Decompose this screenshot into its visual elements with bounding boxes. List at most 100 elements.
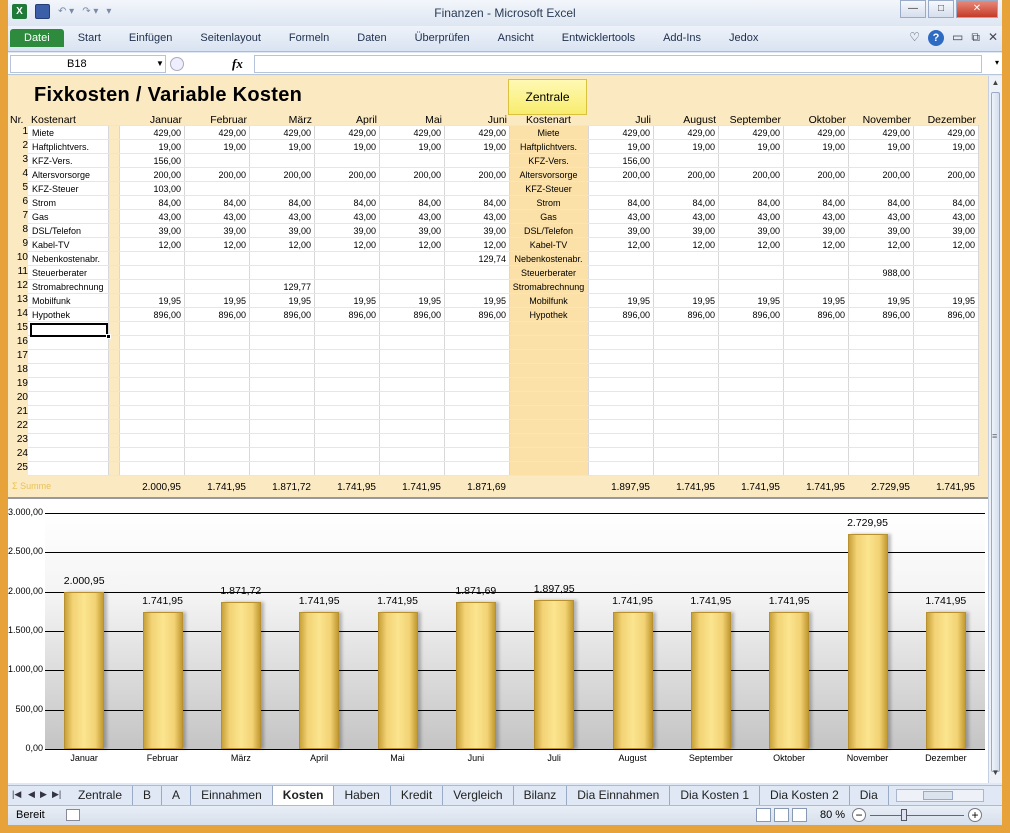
cost-type-mid-cell[interactable]: Kabel-TV [529,240,568,250]
value-cell[interactable]: 19,95 [627,296,650,306]
value-cell[interactable]: 896,00 [817,310,845,320]
minimize-button[interactable]: — [900,0,926,18]
value-cell[interactable]: 43,00 [887,212,910,222]
zoom-in-icon[interactable]: + [968,808,982,822]
sheet-tab-dia-kosten-1[interactable]: Dia Kosten 1 [670,786,761,806]
ribbon-tab-überprüfen[interactable]: Überprüfen [414,32,470,44]
name-box[interactable]: B18 [10,55,166,73]
chart-bar[interactable] [534,599,575,749]
next-sheet-icon[interactable]: ▶ [40,789,47,799]
value-cell[interactable]: 43,00 [158,212,181,222]
value-cell[interactable]: 84,00 [822,198,845,208]
value-cell[interactable]: 429,00 [687,128,715,138]
sheet-tab-a[interactable]: A [162,786,192,806]
ribbon-tab-daten[interactable]: Daten [357,32,387,44]
value-cell[interactable]: 896,00 [687,310,715,320]
cost-type-cell[interactable]: Hypothek [32,310,71,320]
value-cell[interactable]: 429,00 [153,128,181,138]
value-cell[interactable]: 19,95 [483,296,506,306]
cost-type-mid-cell[interactable]: Nebenkostenabr. [514,254,583,264]
value-cell[interactable]: 39,00 [223,226,246,236]
sum-cell[interactable]: 1.897,95 [611,482,650,493]
value-cell[interactable]: 103,00 [153,184,181,194]
doc-minimize-icon[interactable]: ▭ [952,30,964,44]
value-cell[interactable]: 84,00 [887,198,910,208]
value-cell[interactable]: 19,95 [223,296,246,306]
value-cell[interactable]: 429,00 [218,128,246,138]
value-cell[interactable]: 200,00 [153,170,181,180]
chart-bar[interactable] [769,611,810,749]
cost-type-mid-cell[interactable]: Miete [537,128,560,138]
value-cell[interactable]: 43,00 [952,212,975,222]
zentrale-button[interactable]: Zentrale [508,79,587,115]
value-cell[interactable]: 896,00 [413,310,441,320]
value-cell[interactable]: 84,00 [158,198,181,208]
value-cell[interactable]: 19,95 [757,296,780,306]
redo-icon[interactable]: ↷ ▾ [82,6,99,17]
value-cell[interactable]: 19,00 [353,142,376,152]
value-cell[interactable]: 12,00 [288,240,311,250]
sum-cell[interactable]: 1.741,95 [337,482,376,493]
value-cell[interactable]: 39,00 [692,226,715,236]
value-cell[interactable]: 43,00 [483,212,506,222]
sum-cell[interactable]: 1.871,72 [272,482,311,493]
scroll-up-icon[interactable]: ▲ [991,78,1000,87]
close-button[interactable]: ✕ [956,0,998,18]
value-cell[interactable]: 200,00 [218,170,246,180]
value-cell[interactable]: 200,00 [413,170,441,180]
value-cell[interactable]: 19,95 [952,296,975,306]
value-cell[interactable]: 19,00 [288,142,311,152]
ribbon-tab-jedox[interactable]: Jedox [729,32,759,44]
value-cell[interactable]: 429,00 [947,128,975,138]
cost-type-cell[interactable]: KFZ-Vers. [32,156,73,166]
page-break-icon[interactable] [792,808,807,822]
value-cell[interactable]: 19,00 [887,142,910,152]
normal-view-icon[interactable] [756,808,771,822]
value-cell[interactable]: 200,00 [348,170,376,180]
zoom-slider[interactable] [870,815,964,816]
value-cell[interactable]: 84,00 [418,198,441,208]
value-cell[interactable]: 156,00 [622,156,650,166]
value-cell[interactable]: 429,00 [478,128,506,138]
value-cell[interactable]: 200,00 [478,170,506,180]
value-cell[interactable]: 429,00 [283,128,311,138]
formula-expand-icon[interactable] [170,57,184,71]
fill-handle[interactable] [106,334,111,339]
macro-record-icon[interactable] [66,809,80,821]
value-cell[interactable]: 429,00 [622,128,650,138]
value-cell[interactable]: 12,00 [483,240,506,250]
chevron-down-icon[interactable]: ▼ [156,59,164,68]
sheet-tab-vergleich[interactable]: Vergleich [443,786,514,806]
value-cell[interactable]: 43,00 [223,212,246,222]
selected-cell[interactable] [30,323,108,337]
sum-cell[interactable]: 1.741,95 [806,482,845,493]
value-cell[interactable]: 12,00 [418,240,441,250]
cost-type-cell[interactable]: Altersvorsorge [32,170,91,180]
value-cell[interactable]: 84,00 [627,198,650,208]
chart-bar[interactable] [847,534,888,749]
value-cell[interactable]: 39,00 [353,226,376,236]
ribbon-tab-start[interactable]: Start [77,32,101,44]
value-cell[interactable]: 39,00 [627,226,650,236]
value-cell[interactable]: 12,00 [223,240,246,250]
first-sheet-icon[interactable]: |◀ [12,789,22,799]
cost-type-mid-cell[interactable]: DSL/Telefon [523,226,574,236]
sheet-tab-b[interactable]: B [133,786,163,806]
chart-bar[interactable] [299,611,340,749]
ribbon-tab-seitenlayout[interactable]: Seitenlayout [200,32,261,44]
value-cell[interactable]: 200,00 [817,170,845,180]
value-cell[interactable]: 19,95 [887,296,910,306]
value-cell[interactable]: 43,00 [692,212,715,222]
cost-type-cell[interactable]: Kabel-TV [32,240,70,250]
value-cell[interactable]: 19,00 [158,142,181,152]
cost-type-mid-cell[interactable]: Altersvorsorge [519,170,578,180]
value-cell[interactable]: 84,00 [952,198,975,208]
cost-type-mid-cell[interactable]: Strom [536,198,561,208]
customize-qat-icon[interactable]: ▾ [106,6,112,17]
cost-type-cell[interactable]: Haftplichtvers. [32,142,90,152]
sum-cell[interactable]: 1.741,95 [207,482,246,493]
last-sheet-icon[interactable]: ▶| [52,789,62,799]
worksheet-grid[interactable]: Fixkosten / Variable Kosten Zentrale Nr.… [8,76,988,783]
value-cell[interactable]: 200,00 [752,170,780,180]
help-icon[interactable]: ? [928,30,945,46]
